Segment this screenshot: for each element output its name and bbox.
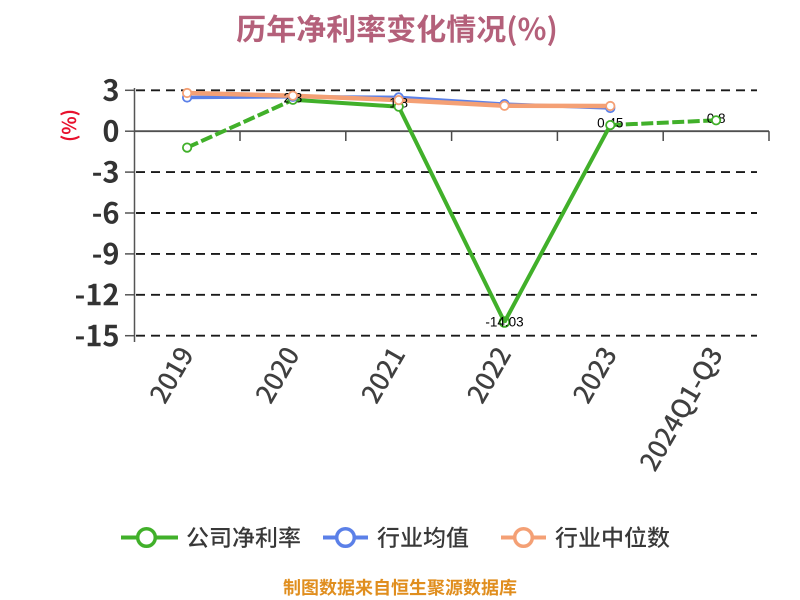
svg-text:-14.03: -14.03 (485, 315, 523, 330)
